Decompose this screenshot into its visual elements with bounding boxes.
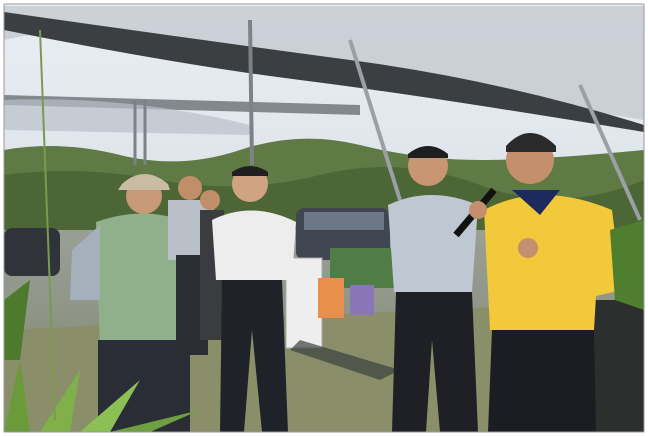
person-yellow-shirt-part bbox=[512, 190, 560, 215]
person-yellow-shirt bbox=[469, 133, 622, 432]
plants-part bbox=[40, 370, 80, 432]
person-green-vest-part bbox=[70, 225, 100, 300]
vehicles bbox=[4, 208, 400, 288]
person-green-vest-part bbox=[118, 174, 170, 190]
vehicles-part bbox=[304, 212, 384, 230]
equipment-part bbox=[290, 340, 400, 380]
person-yellow-shirt-part bbox=[506, 133, 556, 152]
person-white-shirt-part bbox=[232, 166, 268, 176]
person-yellow-shirt-part bbox=[518, 238, 538, 258]
person-gray-shirt bbox=[388, 146, 497, 432]
shade-net-part bbox=[348, 39, 402, 201]
person-gray-shirt-part bbox=[408, 146, 448, 158]
person-white-shirt bbox=[212, 166, 296, 432]
plants-part bbox=[4, 360, 30, 432]
vehicles-part bbox=[4, 228, 60, 276]
plants-part bbox=[80, 380, 140, 432]
shade-net-part bbox=[4, 12, 644, 132]
plants-part bbox=[4, 280, 30, 360]
person-yellow-shirt-part bbox=[469, 201, 487, 219]
frame bbox=[3, 3, 645, 433]
person-green-vest-part bbox=[96, 213, 186, 350]
person-white-shirt-part bbox=[220, 280, 288, 432]
person-background-part bbox=[178, 176, 202, 200]
person-yellow-shirt-part bbox=[484, 195, 622, 330]
plants-part bbox=[110, 410, 200, 432]
plants-part bbox=[39, 29, 56, 421]
equipment-part bbox=[350, 285, 374, 315]
shade-net bbox=[4, 6, 644, 221]
person-background-part bbox=[200, 190, 220, 210]
person-white-shirt-part bbox=[212, 210, 296, 280]
shade-net-part bbox=[248, 19, 254, 166]
person-gray-shirt-part bbox=[392, 292, 478, 432]
plants-part bbox=[610, 220, 644, 310]
person-gray-shirt-part bbox=[388, 195, 478, 292]
plants bbox=[4, 29, 644, 432]
shade-net-part bbox=[4, 99, 250, 135]
person-yellow-shirt-part bbox=[488, 330, 596, 432]
shade-net-part bbox=[4, 95, 360, 115]
shade-net-part bbox=[578, 84, 642, 221]
equipment-part bbox=[318, 278, 344, 318]
